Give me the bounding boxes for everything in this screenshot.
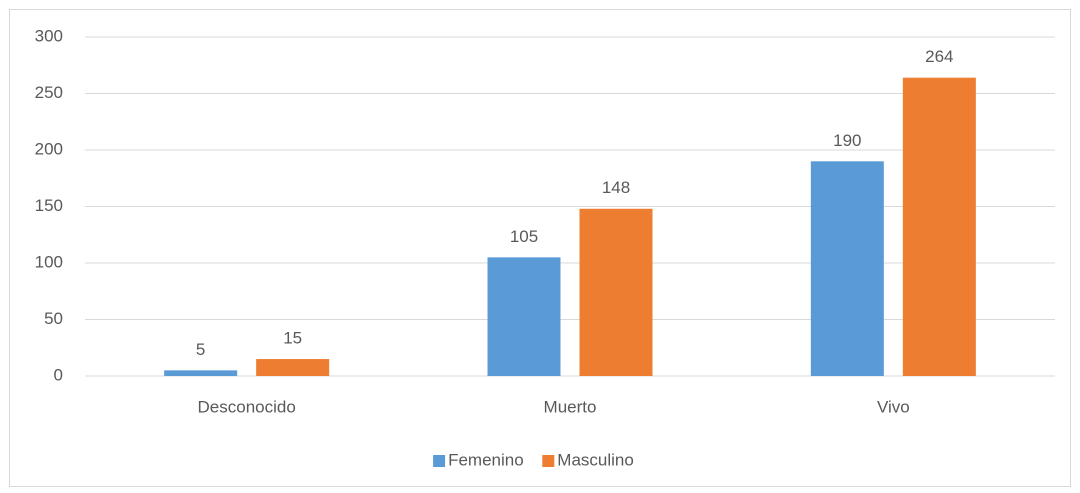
data-label: 264 (925, 47, 953, 66)
bar (487, 257, 561, 376)
y-tick-label: 250 (35, 83, 63, 102)
y-tick-label: 100 (35, 252, 63, 271)
x-tick-label: Vivo (877, 397, 910, 416)
y-tick-label: 200 (35, 139, 63, 158)
legend-label: Femenino (448, 450, 524, 469)
y-tick-label: 0 (54, 365, 63, 384)
bar (902, 77, 976, 377)
legend-swatch (433, 455, 446, 467)
x-tick-label: Desconocido (198, 397, 296, 416)
data-label: 190 (833, 131, 861, 150)
data-label: 15 (283, 329, 302, 348)
data-label: 148 (602, 178, 630, 197)
x-tick-label: Muerto (544, 397, 597, 416)
data-label: 5 (196, 340, 205, 359)
y-tick-label: 300 (35, 26, 63, 45)
legend-swatch (542, 455, 555, 467)
bar (256, 359, 330, 376)
legend-label: Masculino (557, 450, 634, 469)
bar (810, 161, 884, 376)
bar (579, 208, 653, 376)
chart-border (9, 9, 1071, 487)
y-tick-label: 50 (44, 309, 63, 328)
y-tick-label: 150 (35, 196, 63, 215)
data-label: 105 (510, 227, 538, 246)
bar (164, 370, 238, 376)
